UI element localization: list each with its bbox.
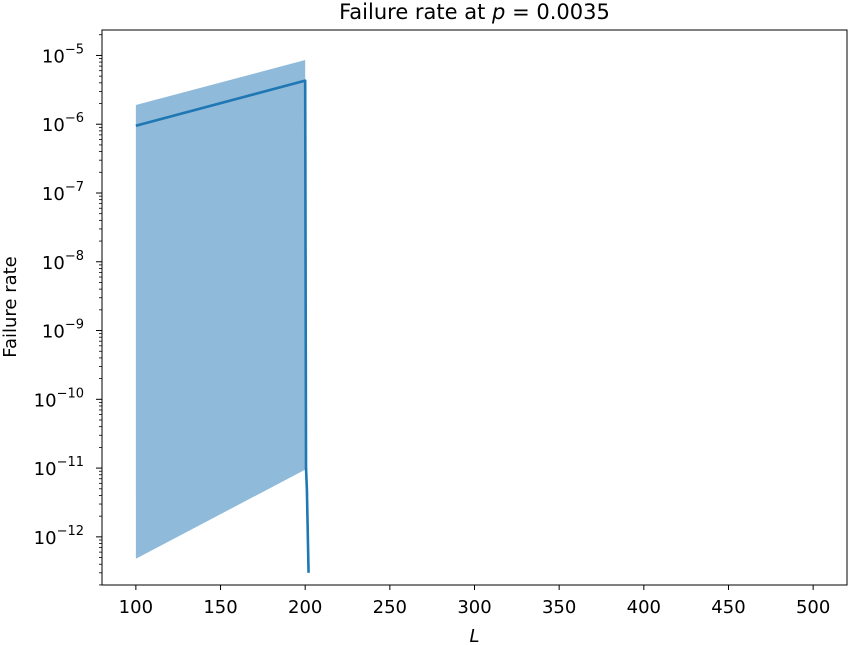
x-tick-label: 300 [457,597,491,618]
y-tick-label-base: 10 [42,322,65,343]
y-tick-label: 10−8 [42,249,84,274]
y-tick-label: 10−7 [42,180,84,205]
plot-area [101,29,848,586]
chart-title-prefix: Failure rate at [339,0,492,24]
y-tick-label: 10−6 [42,111,84,136]
y-tick-label-exponent: −6 [65,111,84,126]
y-tick-label: 10−5 [42,42,84,67]
chart-title-suffix: = 0.0035 [505,0,609,24]
y-tick-label-base: 10 [42,115,65,136]
chart-title-variable: p [491,0,505,24]
y-tick-label-exponent: −10 [57,386,84,401]
x-tick-label: 150 [203,597,237,618]
y-tick-label-base: 10 [42,253,65,274]
y-tick-label-exponent: −8 [65,249,84,264]
x-tick-label: 250 [373,597,407,618]
confidence-band [135,59,306,559]
y-tick-label-exponent: −12 [57,524,84,539]
chart-title: Failure rate at p = 0.0035 [339,0,610,24]
y-tick-label: 10−12 [34,524,84,549]
confidence-band-layer [135,59,306,559]
x-axis-label: L [469,626,479,645]
y-tick-label: 10−9 [42,318,84,343]
x-tick-label: 200 [288,597,322,618]
y-tick-label: 10−10 [34,386,84,411]
y-tick-label-base: 10 [34,390,57,411]
x-tick-label: 100 [119,597,153,618]
x-tick-label: 400 [627,597,661,618]
x-tick-label: 450 [711,597,745,618]
x-tick-label: 500 [796,597,830,618]
y-tick-label-exponent: −5 [65,42,84,57]
y-axis-label: Failure rate [0,256,21,358]
y-tick-label-base: 10 [34,459,57,480]
y-tick-label: 10−11 [34,455,84,480]
y-tick-label-base: 10 [42,46,65,67]
series-line [135,79,310,573]
y-tick-label-exponent: −7 [65,180,84,195]
x-axis: 100 150 200 250 300 350 400 450 500 [119,585,830,618]
y-tick-label-base: 10 [42,184,65,205]
y-tick-label-base: 10 [34,528,57,549]
y-tick-label-exponent: −9 [65,318,84,333]
x-tick-label: 350 [542,597,576,618]
y-tick-label-exponent: −11 [57,455,84,470]
series-line-layer [135,79,310,573]
